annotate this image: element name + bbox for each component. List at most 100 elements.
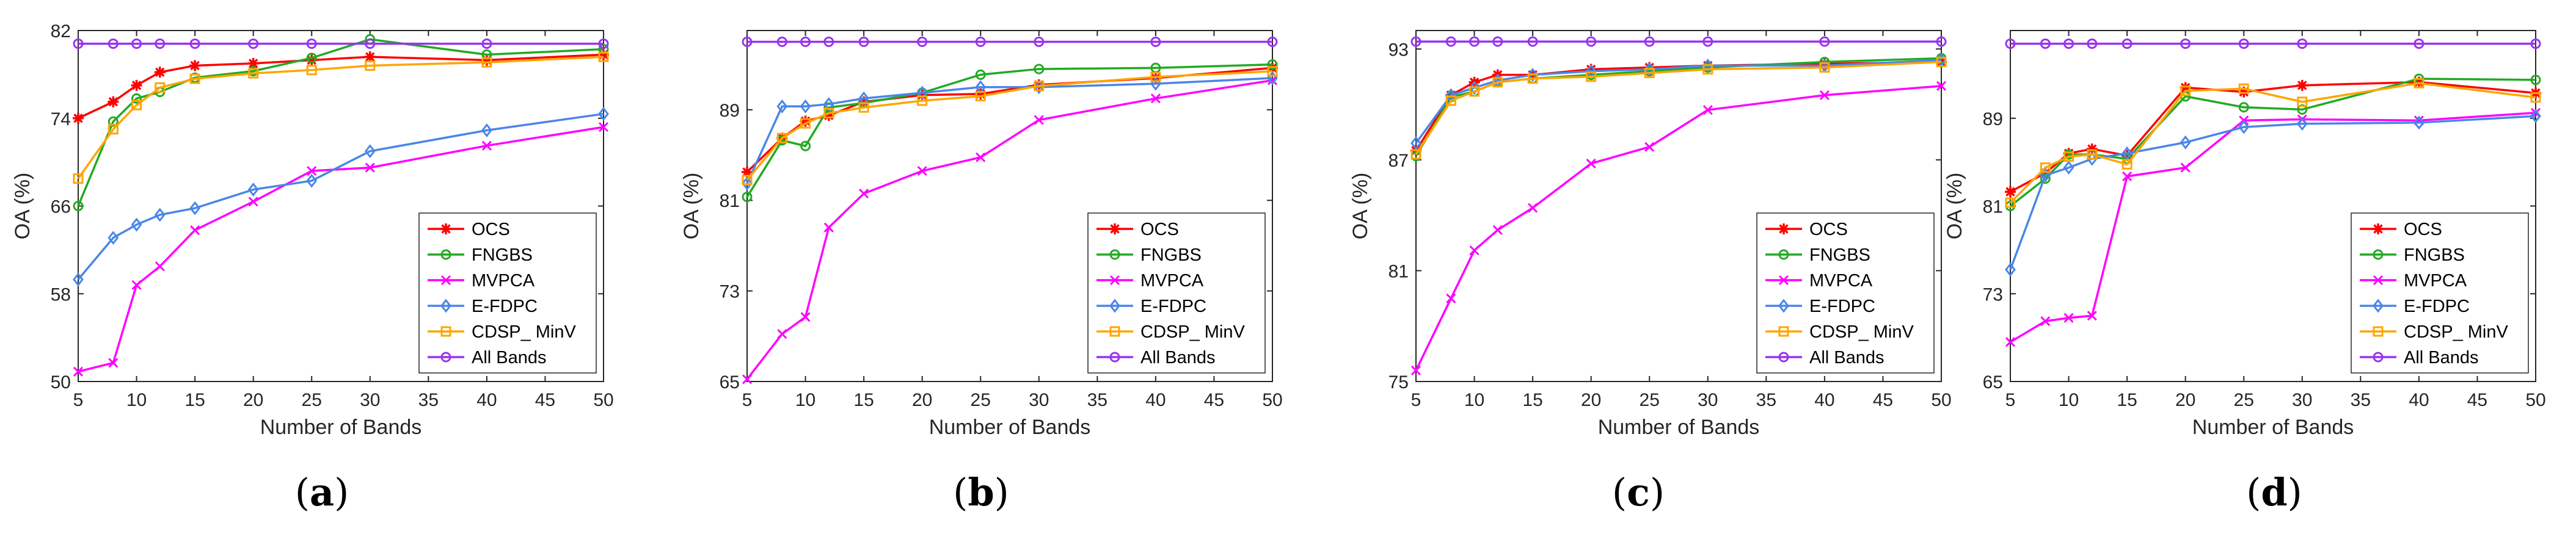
data-point (73, 38, 84, 49)
data-point (73, 173, 84, 184)
legend-marker (1109, 275, 1120, 286)
legend-a: OCS FNGBS MVPCA E-FDPC CDSP_ MinV All Bands (418, 212, 597, 374)
series-line (1415, 85, 1942, 371)
series-c-5 (1410, 36, 1947, 47)
y-tick-label: 89 (1983, 109, 2003, 129)
data-point (364, 144, 376, 159)
data-point (2530, 109, 2541, 123)
legend-marker (440, 352, 451, 363)
data-point (73, 201, 84, 211)
legend-box (418, 212, 597, 374)
x-tick-label: 45 (1873, 390, 1893, 410)
legend-marker (1778, 326, 1789, 337)
data-point (131, 217, 142, 232)
x-tick-label: 10 (1464, 390, 1484, 410)
y-tick-label: 81 (1388, 261, 1409, 281)
x-tick-label: 50 (1931, 390, 1951, 410)
legend-label: E-FDPC (1140, 297, 1206, 316)
data-point (916, 89, 928, 101)
series-line (1415, 60, 1942, 155)
y-tick-label: 65 (1983, 372, 2003, 392)
data-point (306, 54, 318, 66)
x-tick-label: 5 (73, 390, 84, 410)
legend-marker (1109, 352, 1120, 363)
data-point (2040, 167, 2051, 179)
data-point (2530, 92, 2541, 103)
data-point (306, 65, 317, 76)
series-a-0 (73, 49, 609, 124)
data-point (2087, 38, 2098, 49)
data-point (1410, 136, 1421, 151)
series-c-4 (1410, 56, 1947, 160)
data-point (859, 189, 869, 199)
data-point (247, 183, 259, 197)
data-point (2005, 197, 2016, 208)
legend-marker (1109, 223, 1120, 234)
x-tick-label: 50 (1262, 390, 1282, 410)
y-axis-label-a: OA (%) (11, 173, 34, 240)
x-axis-label-c: Number of Bands (1598, 416, 1760, 439)
data-point (365, 38, 376, 49)
series-d-5 (2005, 38, 2541, 49)
series-d-2 (2005, 107, 2541, 347)
data-point (2414, 38, 2425, 49)
data-point (742, 175, 753, 186)
data-point (917, 37, 928, 48)
chart-a: 5 10 15 20 25 30 35 40 45 50 50 58 66 74 82 Number of B… (11, 21, 614, 439)
data-point (823, 222, 834, 233)
legend-marker (1109, 326, 1120, 337)
data-point (2087, 311, 2097, 321)
y-tick-label: 89 (720, 101, 740, 121)
legend-label: E-FDPC (2404, 297, 2470, 316)
y-tick-label: 82 (51, 21, 71, 42)
x-tick-label: 5 (2005, 390, 2016, 410)
data-point (306, 173, 318, 188)
chart-panel-b: 5 10 15 20 25 30 35 40 45 50 65 73 81 89 Number of Ban… (669, 0, 1313, 539)
legend-d: OCS FNGBS MVPCA E-FDPC CDSP_ MinV All Bands (2351, 212, 2529, 374)
legend-marker (2373, 223, 2384, 234)
legend-label: OCS (472, 220, 510, 239)
y-tick-label: 75 (1388, 372, 1409, 392)
data-point (1936, 81, 1947, 91)
x-tick-label: 25 (971, 390, 991, 410)
data-point (1527, 36, 1538, 47)
data-point (975, 91, 986, 102)
data-point (481, 38, 492, 49)
data-point (248, 68, 259, 79)
series-line (2009, 115, 2536, 270)
x-tick-label: 45 (1204, 390, 1224, 410)
data-point (2063, 161, 2074, 175)
x-tick-label: 40 (476, 390, 497, 410)
series-b-4 (742, 66, 1278, 186)
series-a-3 (73, 107, 609, 287)
data-point (1034, 81, 1045, 92)
x-tick-label: 35 (1756, 390, 1776, 410)
series-line (77, 38, 604, 207)
data-point (2238, 83, 2249, 94)
data-point (1586, 158, 1596, 168)
data-point (189, 38, 200, 49)
x-tick-label: 40 (2409, 390, 2429, 410)
legend-box (2351, 212, 2529, 374)
legend-box (1756, 212, 1935, 374)
data-point (598, 122, 609, 132)
data-point (190, 225, 200, 236)
data-point (1492, 77, 1503, 88)
series-b-5 (742, 37, 1278, 48)
legend-label: FNGBS (2404, 245, 2465, 265)
series-a-4 (73, 51, 609, 184)
legend-label: MVPCA (2404, 271, 2467, 291)
data-point (742, 374, 753, 385)
x-tick-label: 20 (912, 390, 932, 410)
legend-marker (1109, 298, 1120, 313)
y-tick-label: 58 (51, 284, 71, 305)
data-point (154, 208, 166, 222)
legend-marker (1778, 352, 1789, 363)
data-point (975, 37, 986, 48)
data-point (1445, 95, 1456, 106)
data-point (2005, 337, 2016, 347)
legend-label: MVPCA (1809, 271, 1873, 291)
data-point (155, 82, 166, 93)
y-tick-label: 73 (1983, 284, 2003, 305)
data-point (1819, 90, 1830, 100)
